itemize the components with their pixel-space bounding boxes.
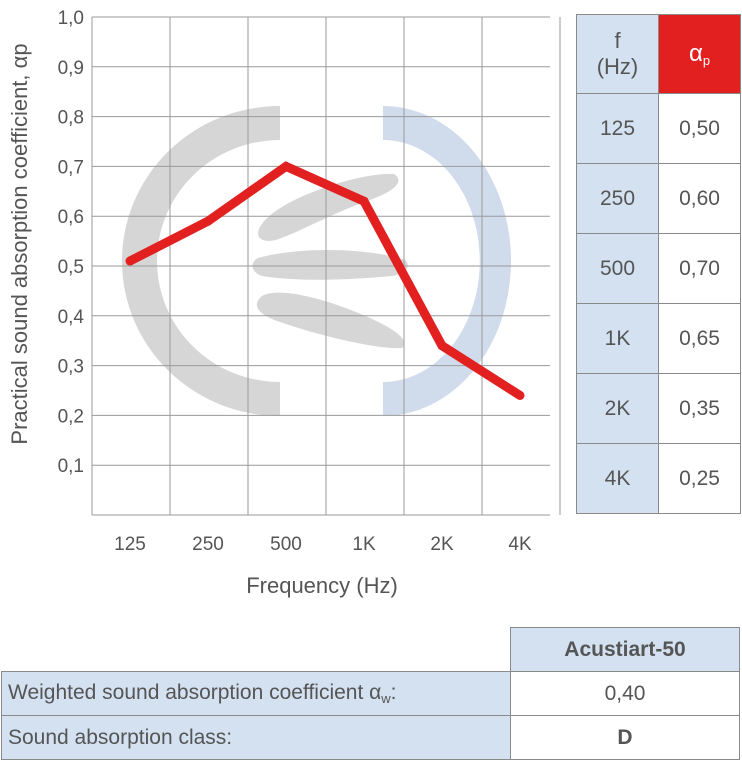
summary-table: Acustiart-50 Weighted sound absorption c… [1,627,740,760]
x-axis-tick-labels: 125 250 500 1K 2K 4K [114,534,532,555]
series-line [127,161,523,400]
data-point [515,390,525,400]
x-tick-label: 1K [352,534,376,555]
x-axis-title: Frequency (Hz) [246,573,398,598]
header-absorption-symbol: α [688,40,703,67]
watermark-blade-top [258,173,399,241]
y-tick-label: 0,5 [58,257,84,278]
y-axis-tick-labels: 0,1 0,2 0,3 0,4 0,5 0,6 0,7 0,8 0,9 1,0 [58,8,85,477]
weighted-label-subscript: w [381,691,391,706]
absorption-class-label: Sound absorption class: [1,715,511,760]
table-row: 500 0,70 [576,233,741,304]
y-tick-label: 0,3 [58,357,84,378]
y-tick-label: 0,7 [58,157,84,178]
y-tick-label: 0,2 [58,406,84,427]
absorption-cell: 0,60 [658,163,741,234]
y-tick-label: 0,8 [58,108,84,129]
data-point [437,341,447,351]
chart: 0,1 0,2 0,3 0,4 0,5 0,6 0,7 0,8 0,9 1,0 125 250 500… [7,8,561,598]
absorption-cell: 0,50 [658,93,741,164]
summary-blank-cell [2,628,511,672]
header-frequency-unit: (Hz) [596,54,639,79]
absorption-cell: 0,70 [658,233,741,304]
frequency-cell: 2K [576,373,659,444]
table-row: 1K 0,65 [576,303,741,374]
table-row: Sound absorption class: D [1,715,740,760]
data-point [125,256,135,266]
y-tick-label: 0,1 [58,456,84,477]
header-frequency: f (Hz) [576,14,659,94]
frequency-table: f (Hz) αp 125 0,50 250 0,60 500 0,70 1K … [576,14,741,514]
weighted-coefficient-label: Weighted sound absorption coefficient αw… [1,671,511,716]
chart-grid [91,16,561,516]
weighted-label-text: Weighted sound absorption coefficient α [8,681,382,704]
data-point [281,161,291,171]
summary-header-row: Acustiart-50 [2,627,740,672]
x-tick-label: 500 [270,534,302,555]
weighted-label-colon: : [390,681,397,704]
frequency-cell: 125 [576,93,659,164]
absorption-cell: 0,65 [658,303,741,374]
watermark-left-arc [122,106,280,416]
x-tick-label: 2K [430,534,454,555]
absorption-class-value: D [510,715,740,760]
frequency-cell: 1K [576,303,659,374]
table-row: 125 0,50 [576,93,741,164]
x-tick-label: 125 [114,534,146,555]
frequency-table-header: f (Hz) αp [576,14,741,94]
x-tick-label: 4K [508,534,532,555]
watermark-blade-middle [252,249,408,280]
table-row: 2K 0,35 [576,373,741,444]
absorption-cell: 0,35 [658,373,741,444]
product-name: Acustiart-50 [510,627,740,672]
table-row: Weighted sound absorption coefficient αw… [1,671,740,716]
table-row: 4K 0,25 [576,443,741,514]
absorption-cell: 0,25 [658,443,741,514]
header-absorption: αp [658,14,741,94]
y-tick-label: 0,4 [58,307,85,328]
y-tick-label: 0,9 [58,58,84,79]
watermark-right-arc [383,106,511,416]
data-point [203,216,213,226]
weighted-coefficient-value: 0,40 [510,671,740,716]
frequency-cell: 250 [576,163,659,234]
y-tick-label: 1,0 [58,8,84,29]
frequency-cell: 500 [576,233,659,304]
frequency-cell: 4K [576,443,659,514]
y-tick-label: 0,6 [58,207,84,228]
x-tick-label: 250 [192,534,224,555]
data-point [359,196,369,206]
y-axis-title: Practical sound absorption coefficient, … [7,43,32,444]
watermark-blade-bottom [256,292,405,349]
sound-wave-logo [122,106,511,416]
series-absorption [125,161,525,400]
header-absorption-subscript: p [702,53,711,68]
table-row: 250 0,60 [576,163,741,234]
header-frequency-symbol: f [614,28,621,53]
